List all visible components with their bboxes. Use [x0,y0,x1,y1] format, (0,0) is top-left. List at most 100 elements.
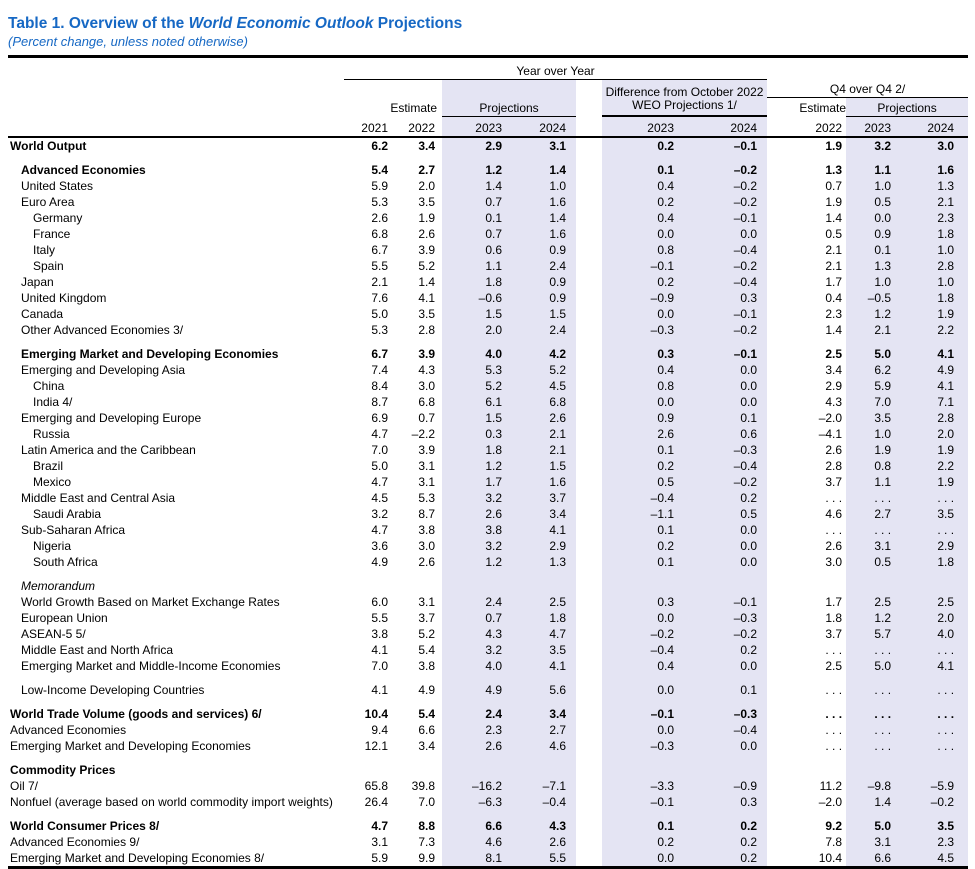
column-spacer [576,610,602,626]
value-cell: 0.6 [442,242,506,258]
table-row: Commodity Prices [8,762,969,778]
value-cell: 1.2 [846,610,896,626]
value-cell: . . . [846,738,896,754]
value-cell: 3.5 [418,195,435,209]
column-spacer [576,178,602,194]
value-cell: 4.1 [895,378,969,394]
difference-header: Difference from October 2022 WEO Project… [602,79,768,117]
value-cell: 5.2 [418,627,435,641]
value-cell [846,762,896,778]
year-2023-proj: 2023 [442,116,506,138]
value-cell: 1.0 [506,178,576,194]
value-cell: 4.6 [442,834,506,850]
table-row: Advanced Economies 9.4 6.6 2.3 2.7 0.0 –0.4 . .… [8,722,969,738]
value-cell: 0.6 [678,426,768,442]
value-cell: 1.0 [895,274,969,290]
row-label: Advanced Economies [21,163,146,177]
value-cell: 0.4 [602,178,678,194]
column-spacer [767,442,789,458]
value-cell: 1.8 [442,442,506,458]
year-2024-q4: 2024 [895,116,969,138]
value-cell: 5.0 [846,818,896,834]
column-spacer [576,738,602,754]
value-cell: 2.1 [506,442,576,458]
column-spacer [576,210,602,226]
column-spacer [576,137,602,154]
value-cell: 1.0 [846,426,896,442]
value-cell: 7.6 [371,291,388,305]
year-2022: 2022 [390,116,437,138]
value-cell: 1.9 [825,195,843,209]
row-label: Emerging and Developing Europe [21,411,202,425]
value-cell: 3.0 [895,137,969,154]
column-spacer [576,394,602,410]
value-cell: 1.5 [506,306,576,322]
row-label: India 4/ [33,395,73,409]
value-cell: 4.9 [895,362,969,378]
value-cell: 2.6 [418,555,435,569]
row-label: Canada [21,307,64,321]
value-cell: 2.6 [418,227,435,241]
table-row: United States 5.9 2.0 1.4 1.0 0.4 –0.2 0.7 1.0 1.… [8,178,969,194]
value-cell: 3.1 [506,137,576,154]
value-cell: –9.8 [846,778,896,794]
value-cell: 1.0 [895,242,969,258]
column-spacer [767,242,789,258]
header-blank [344,97,390,116]
year-over-year-header: Year over Year [344,58,768,80]
column-spacer [767,410,789,426]
column-spacer [767,642,789,658]
value-cell: 3.4 [418,739,435,753]
value-cell: 0.9 [506,242,576,258]
column-spacer [576,706,602,722]
table-row: Canada 5.0 3.5 1.5 1.5 0.0 –0.1 2.3 1.2 1.9 [8,306,969,322]
table-row: Emerging Market and Developing Economies… [8,346,969,362]
value-cell: 4.3 [442,626,506,642]
value-cell: 8.7 [371,395,388,409]
value-cell: 0.1 [602,162,678,178]
value-cell: 1.9 [418,211,435,225]
value-cell: 3.1 [418,595,435,609]
value-cell: 0.4 [825,291,843,305]
value-cell: 0.0 [678,658,768,674]
row-label: Brazil [33,459,64,473]
value-cell: 5.5 [371,611,388,625]
value-cell: 5.4 [418,707,435,721]
value-cell: 6.6 [418,723,435,737]
value-cell: 5.9 [371,179,388,193]
column-spacer [767,306,789,322]
value-cell [344,762,390,778]
row-label: Nigeria [33,539,72,553]
column-spacer [576,682,602,698]
section-gap [8,754,969,762]
value-cell: 2.2 [895,322,969,338]
column-spacer [576,426,602,442]
value-cell: 26.4 [364,795,388,809]
value-cell: 2.8 [895,258,969,274]
column-spacer [576,490,602,506]
table-row: Mexico 4.7 3.1 1.7 1.6 0.5 –0.2 3.7 1.1 1.9 [8,474,969,490]
value-cell: –0.4 [678,722,768,738]
value-cell: 9.4 [371,723,388,737]
row-label: Sub-Saharan Africa [21,523,126,537]
value-cell: . . . [895,722,969,738]
value-cell: 4.7 [506,626,576,642]
value-cell: 3.9 [418,347,435,361]
value-cell: 4.7 [371,523,388,537]
value-cell: 0.9 [506,290,576,306]
value-cell [602,578,678,594]
value-cell: 4.1 [895,346,969,362]
value-cell: 3.7 [825,475,843,489]
value-cell: 1.7 [825,595,843,609]
value-cell: 1.9 [895,442,969,458]
column-spacer [767,378,789,394]
row-label: Saudi Arabia [33,507,102,521]
value-cell: 0.9 [602,410,678,426]
value-cell: 2.0 [418,179,435,193]
value-cell [789,578,846,594]
column-spacer [767,850,789,868]
value-cell: 4.9 [442,682,506,698]
value-cell: –0.2 [678,258,768,274]
value-cell: 1.7 [442,474,506,490]
value-cell: –0.1 [678,210,768,226]
